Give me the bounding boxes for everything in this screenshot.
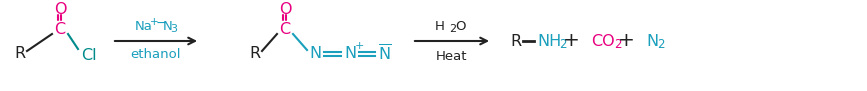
Text: +: +: [617, 31, 635, 51]
Text: NH: NH: [537, 33, 561, 49]
Text: $\overline{\mathsf{N}}$: $\overline{\mathsf{N}}$: [378, 44, 392, 64]
Text: 3: 3: [170, 24, 177, 34]
Text: Na: Na: [135, 19, 153, 32]
Text: Cl: Cl: [81, 48, 97, 63]
Text: C: C: [55, 22, 66, 37]
Text: H: H: [435, 19, 445, 32]
Text: −: −: [156, 16, 167, 29]
Text: R: R: [510, 33, 521, 49]
Text: Heat: Heat: [436, 50, 468, 63]
Text: +: +: [355, 41, 363, 51]
Text: 2: 2: [657, 37, 664, 51]
Text: O: O: [54, 2, 66, 17]
Text: O: O: [455, 19, 466, 32]
Text: C: C: [279, 22, 290, 37]
Text: N: N: [309, 47, 321, 62]
Text: R: R: [15, 47, 25, 62]
Text: +: +: [563, 31, 579, 51]
Text: CO: CO: [591, 33, 615, 49]
Text: N: N: [646, 33, 658, 49]
Text: 2: 2: [559, 37, 566, 51]
Text: N: N: [163, 19, 173, 32]
Text: R: R: [250, 47, 261, 62]
Text: +: +: [150, 17, 159, 27]
Text: ethanol: ethanol: [131, 49, 181, 62]
Text: O: O: [279, 2, 291, 17]
Text: 2: 2: [614, 37, 622, 51]
Text: 2: 2: [449, 24, 456, 34]
Text: N: N: [344, 47, 356, 62]
